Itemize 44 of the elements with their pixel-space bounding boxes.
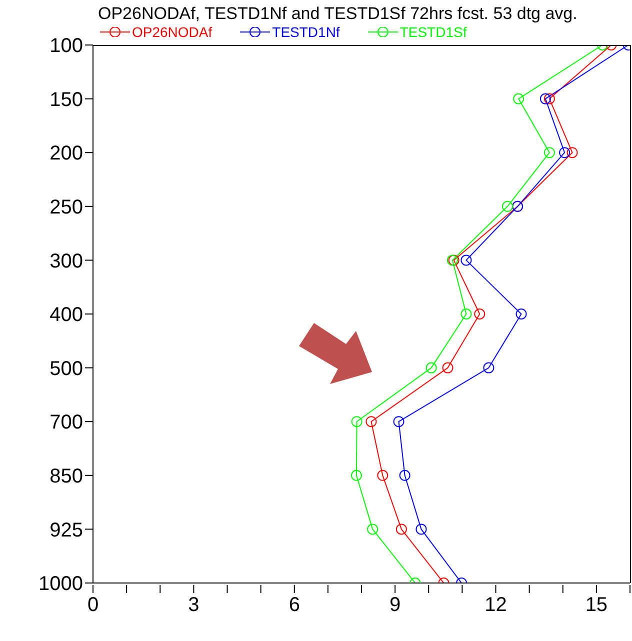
x-tick-label: 3 — [188, 594, 200, 616]
point — [396, 524, 407, 535]
x-tick-label: 12 — [484, 594, 507, 616]
y-tick-label: 700 — [50, 412, 83, 434]
point — [399, 470, 410, 481]
point — [351, 416, 362, 428]
legend-label: TESTD1Sf — [398, 24, 467, 40]
point — [460, 308, 472, 320]
chart-title: OP26NODAf, TESTD1Nf and TESTD1Sf 72hrs fcst. 53 dtg avg. — [98, 4, 578, 24]
point — [377, 470, 388, 481]
point — [460, 254, 472, 266]
point — [483, 362, 494, 374]
point — [366, 416, 377, 428]
y-tick-label: 850 — [50, 466, 83, 488]
y-tick-label: 300 — [50, 250, 83, 272]
y-tick-label: 200 — [50, 142, 83, 165]
legend-label: OP26NODAf — [131, 24, 212, 40]
point — [566, 147, 578, 158]
point — [516, 308, 527, 320]
point — [426, 362, 437, 374]
x-tick-label: 6 — [288, 594, 300, 616]
point — [544, 147, 555, 158]
point — [416, 524, 427, 535]
x-tick-label: 9 — [390, 594, 401, 616]
y-tick-label: 925 — [50, 519, 83, 542]
point — [474, 308, 486, 320]
y-tick-label: 1000 — [38, 573, 83, 596]
point — [502, 200, 513, 212]
point — [442, 362, 454, 374]
point — [350, 470, 362, 481]
y-tick-label: 500 — [50, 358, 83, 380]
point — [544, 93, 555, 104]
y-tick-label: 250 — [50, 196, 83, 218]
point — [559, 147, 570, 158]
y-tick-label: 400 — [50, 304, 83, 326]
point — [367, 524, 378, 535]
point — [540, 93, 551, 104]
point — [393, 416, 404, 428]
legend-label: TESTD1Nf — [271, 24, 340, 40]
x-tick-label: 15 — [585, 594, 608, 616]
y-tick-label: 150 — [50, 88, 83, 111]
x-tick-label: 0 — [87, 594, 99, 616]
point — [513, 93, 524, 104]
y-tick-label: 100 — [50, 35, 83, 58]
